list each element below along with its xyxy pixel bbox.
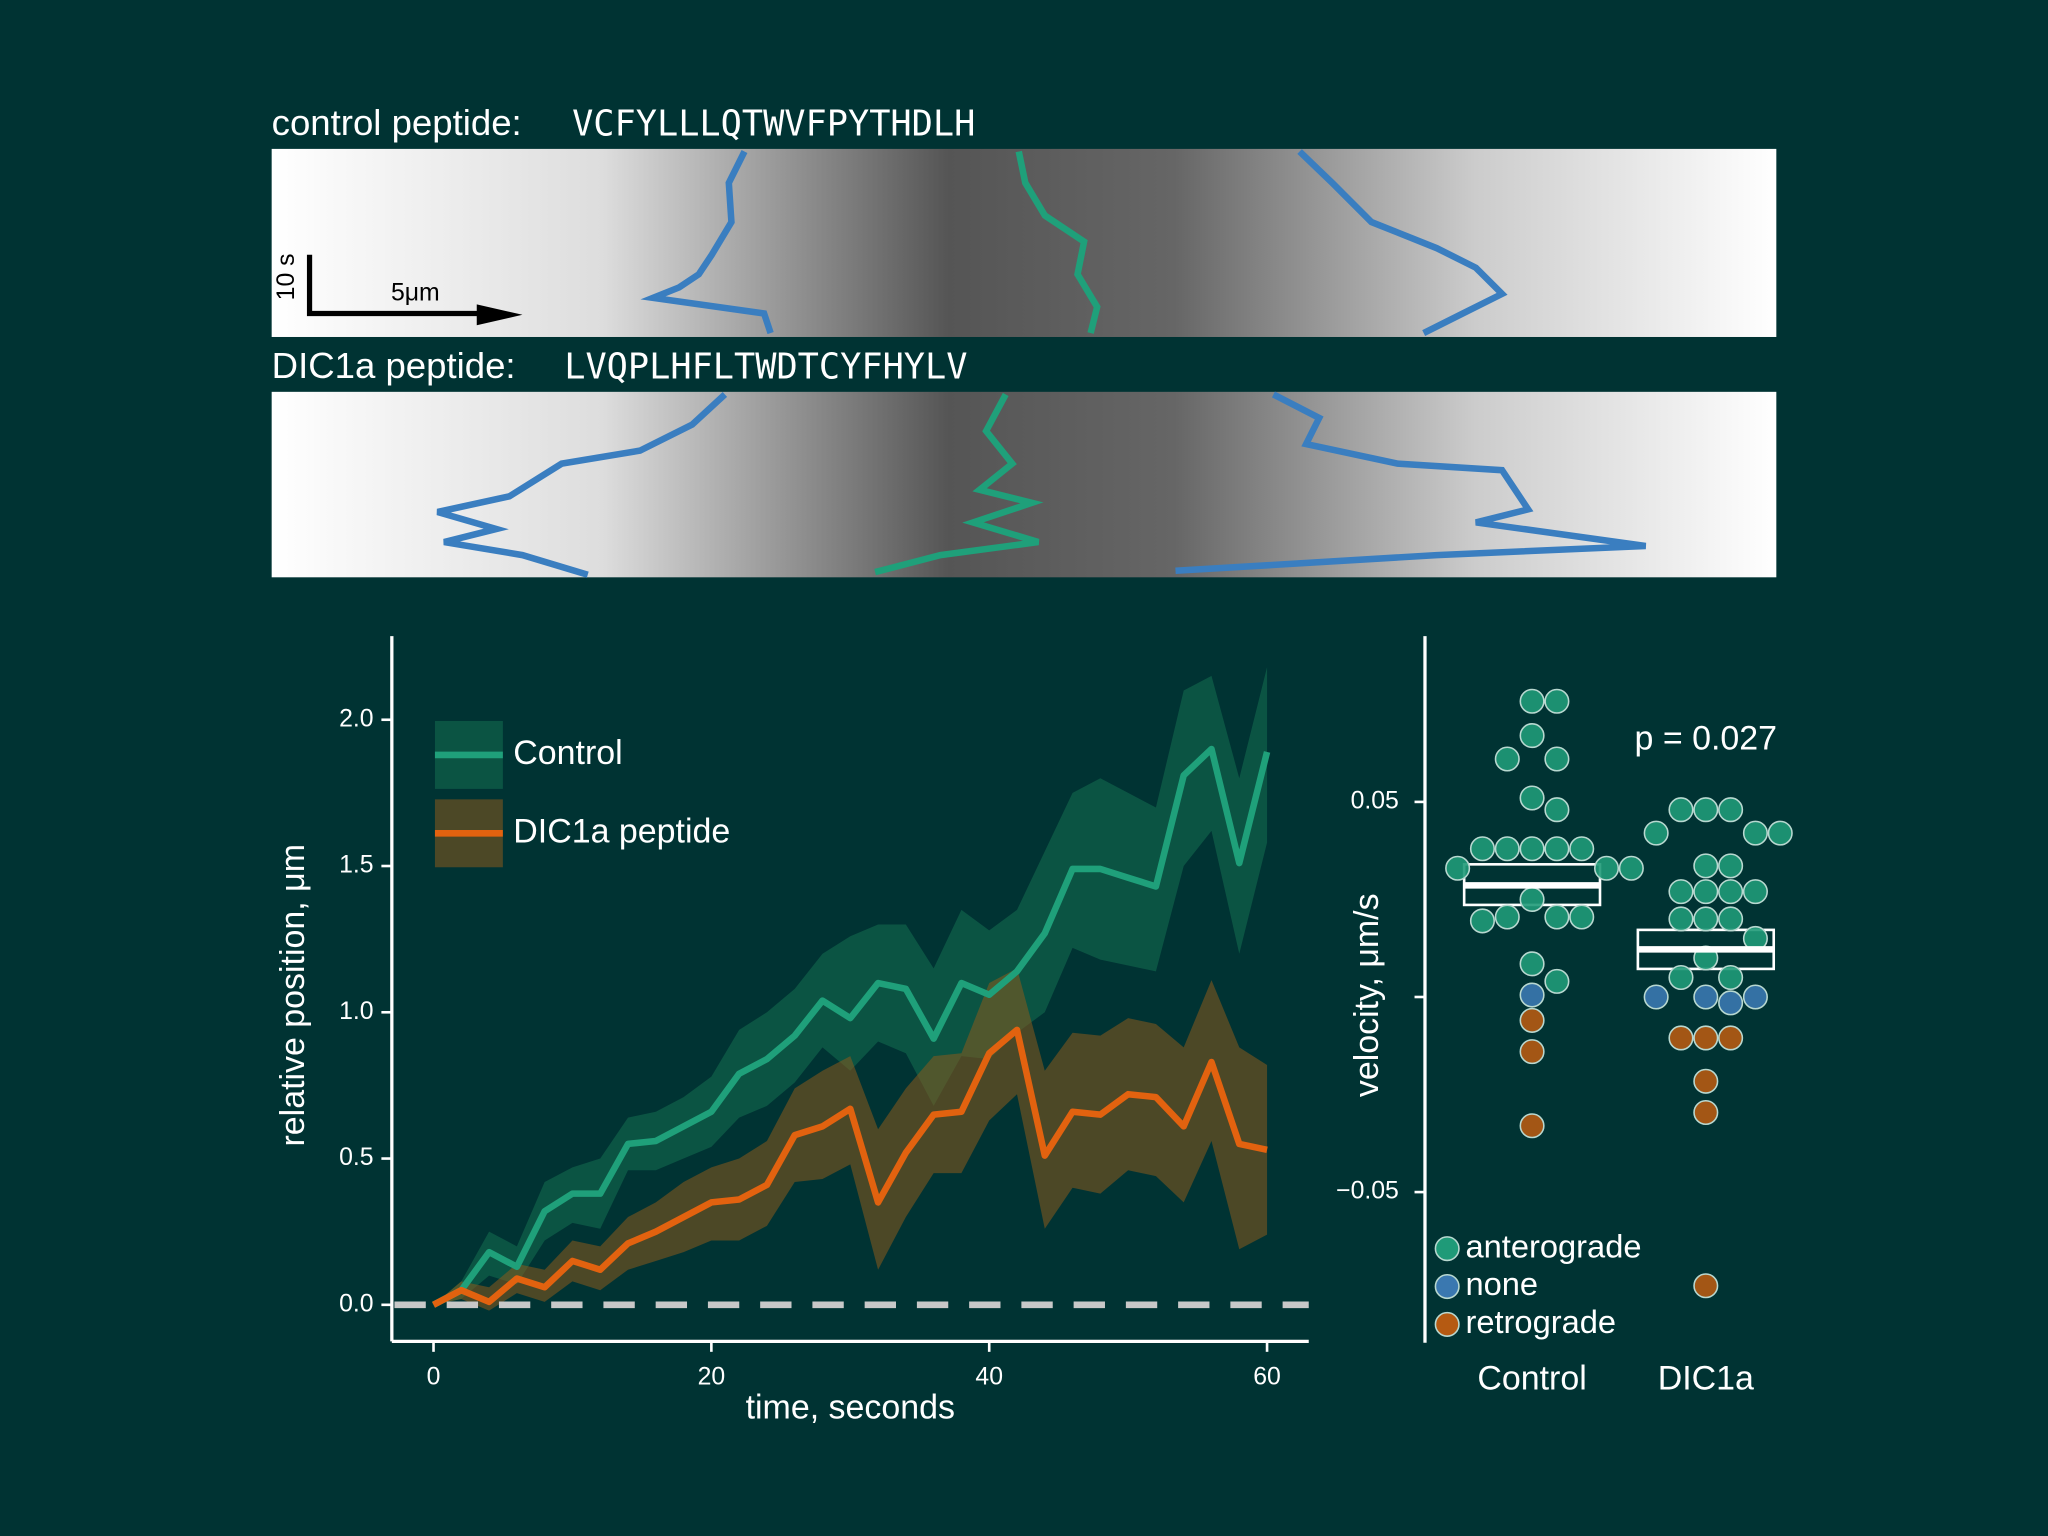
point [1519,1007,1545,1033]
scale-arrow [476,304,523,326]
y-tick-label: 0.0 [339,1290,373,1317]
point [1544,688,1570,714]
y-tick-label: 1.0 [339,998,373,1025]
trace [1175,391,1647,575]
point [1544,968,1570,994]
point [1718,906,1744,932]
legend-marker [1434,1273,1460,1300]
point [1693,853,1719,879]
point [1519,723,1545,749]
point [1742,820,1768,846]
y-tick-label: 0.5 [339,1144,373,1171]
point [1643,820,1669,846]
point [1693,1273,1719,1299]
point [1469,908,1495,934]
y-tick-label: 1.5 [339,852,373,879]
x-tick-label: 20 [698,1364,726,1391]
point [1569,836,1595,862]
point [1693,1025,1719,1051]
trace [640,150,774,335]
trace [436,392,728,578]
point [1718,964,1744,991]
point [1469,836,1495,862]
point [1693,1068,1719,1094]
scale-bar [306,254,503,317]
point [1693,797,1719,823]
point [1693,984,1719,1010]
annotation: p = 0.027 [1635,720,1777,758]
x-axis-label: time, seconds [746,1388,955,1426]
kymo-sequence: LVQPLHFLTWDTCYFHYLV [564,346,967,387]
x-tick-label: Control [1477,1360,1586,1398]
point [1519,1113,1545,1139]
point [1718,797,1744,823]
point [1742,984,1768,1010]
point [1569,904,1595,930]
x-tick-label: 0 [427,1364,441,1391]
point [1767,820,1793,846]
point [1519,836,1545,862]
legend-marker [1434,1236,1460,1262]
point [1668,964,1694,991]
legend-label: retrograde [1465,1303,1616,1340]
x-tick-label: 60 [1253,1364,1281,1391]
legend-label: anterograde [1465,1227,1641,1264]
scale-length: 5μm [391,279,440,306]
point [1494,746,1520,772]
point [1643,984,1669,1010]
kymo-label: control peptide: [272,102,522,143]
line [431,745,1271,1308]
point [1668,797,1694,823]
point [1718,879,1744,905]
legend-label: DIC1a peptide [513,812,730,850]
point [1693,879,1719,905]
point [1668,906,1694,932]
point [1544,904,1570,930]
point [1668,879,1694,905]
point [1544,746,1570,772]
point [1593,855,1620,881]
legend-label: Control [513,734,622,772]
x-tick-label: DIC1a [1658,1360,1754,1398]
point [1693,1099,1719,1126]
y-tick-label: 0.05 [1351,787,1399,814]
y-axis-label: velocity, μm/s [1348,893,1386,1097]
x-tick-label: 40 [975,1364,1003,1391]
point [1544,836,1570,862]
scale-time: 10 s [273,253,300,300]
band [433,968,1268,1311]
y-axis-label: relative position, μm [274,844,312,1146]
point [1519,1039,1545,1065]
point [1544,797,1570,823]
point [1519,688,1545,714]
point [1718,1025,1744,1051]
point [1742,879,1768,905]
trace [1297,149,1508,336]
trace [874,392,1044,576]
point [1519,951,1545,977]
point [1519,785,1545,811]
point [1718,853,1744,879]
point [1668,1025,1694,1051]
point [1519,886,1545,912]
y-tick-label: 2.0 [339,705,373,732]
legend-marker [1434,1311,1460,1337]
point [1718,990,1744,1016]
kymo-label: DIC1a peptide: [272,345,516,386]
y-tick-label: −0.05 [1336,1178,1399,1205]
trace [1015,150,1101,334]
point [1445,855,1471,881]
point [1494,904,1520,930]
line [431,1026,1268,1308]
point [1519,982,1545,1008]
point [1693,906,1719,932]
point [1618,855,1644,881]
point [1494,836,1520,862]
kymo-sequence: VCFYLLLQTWVFPYTHDLH [572,103,975,144]
legend-label: none [1465,1265,1538,1302]
